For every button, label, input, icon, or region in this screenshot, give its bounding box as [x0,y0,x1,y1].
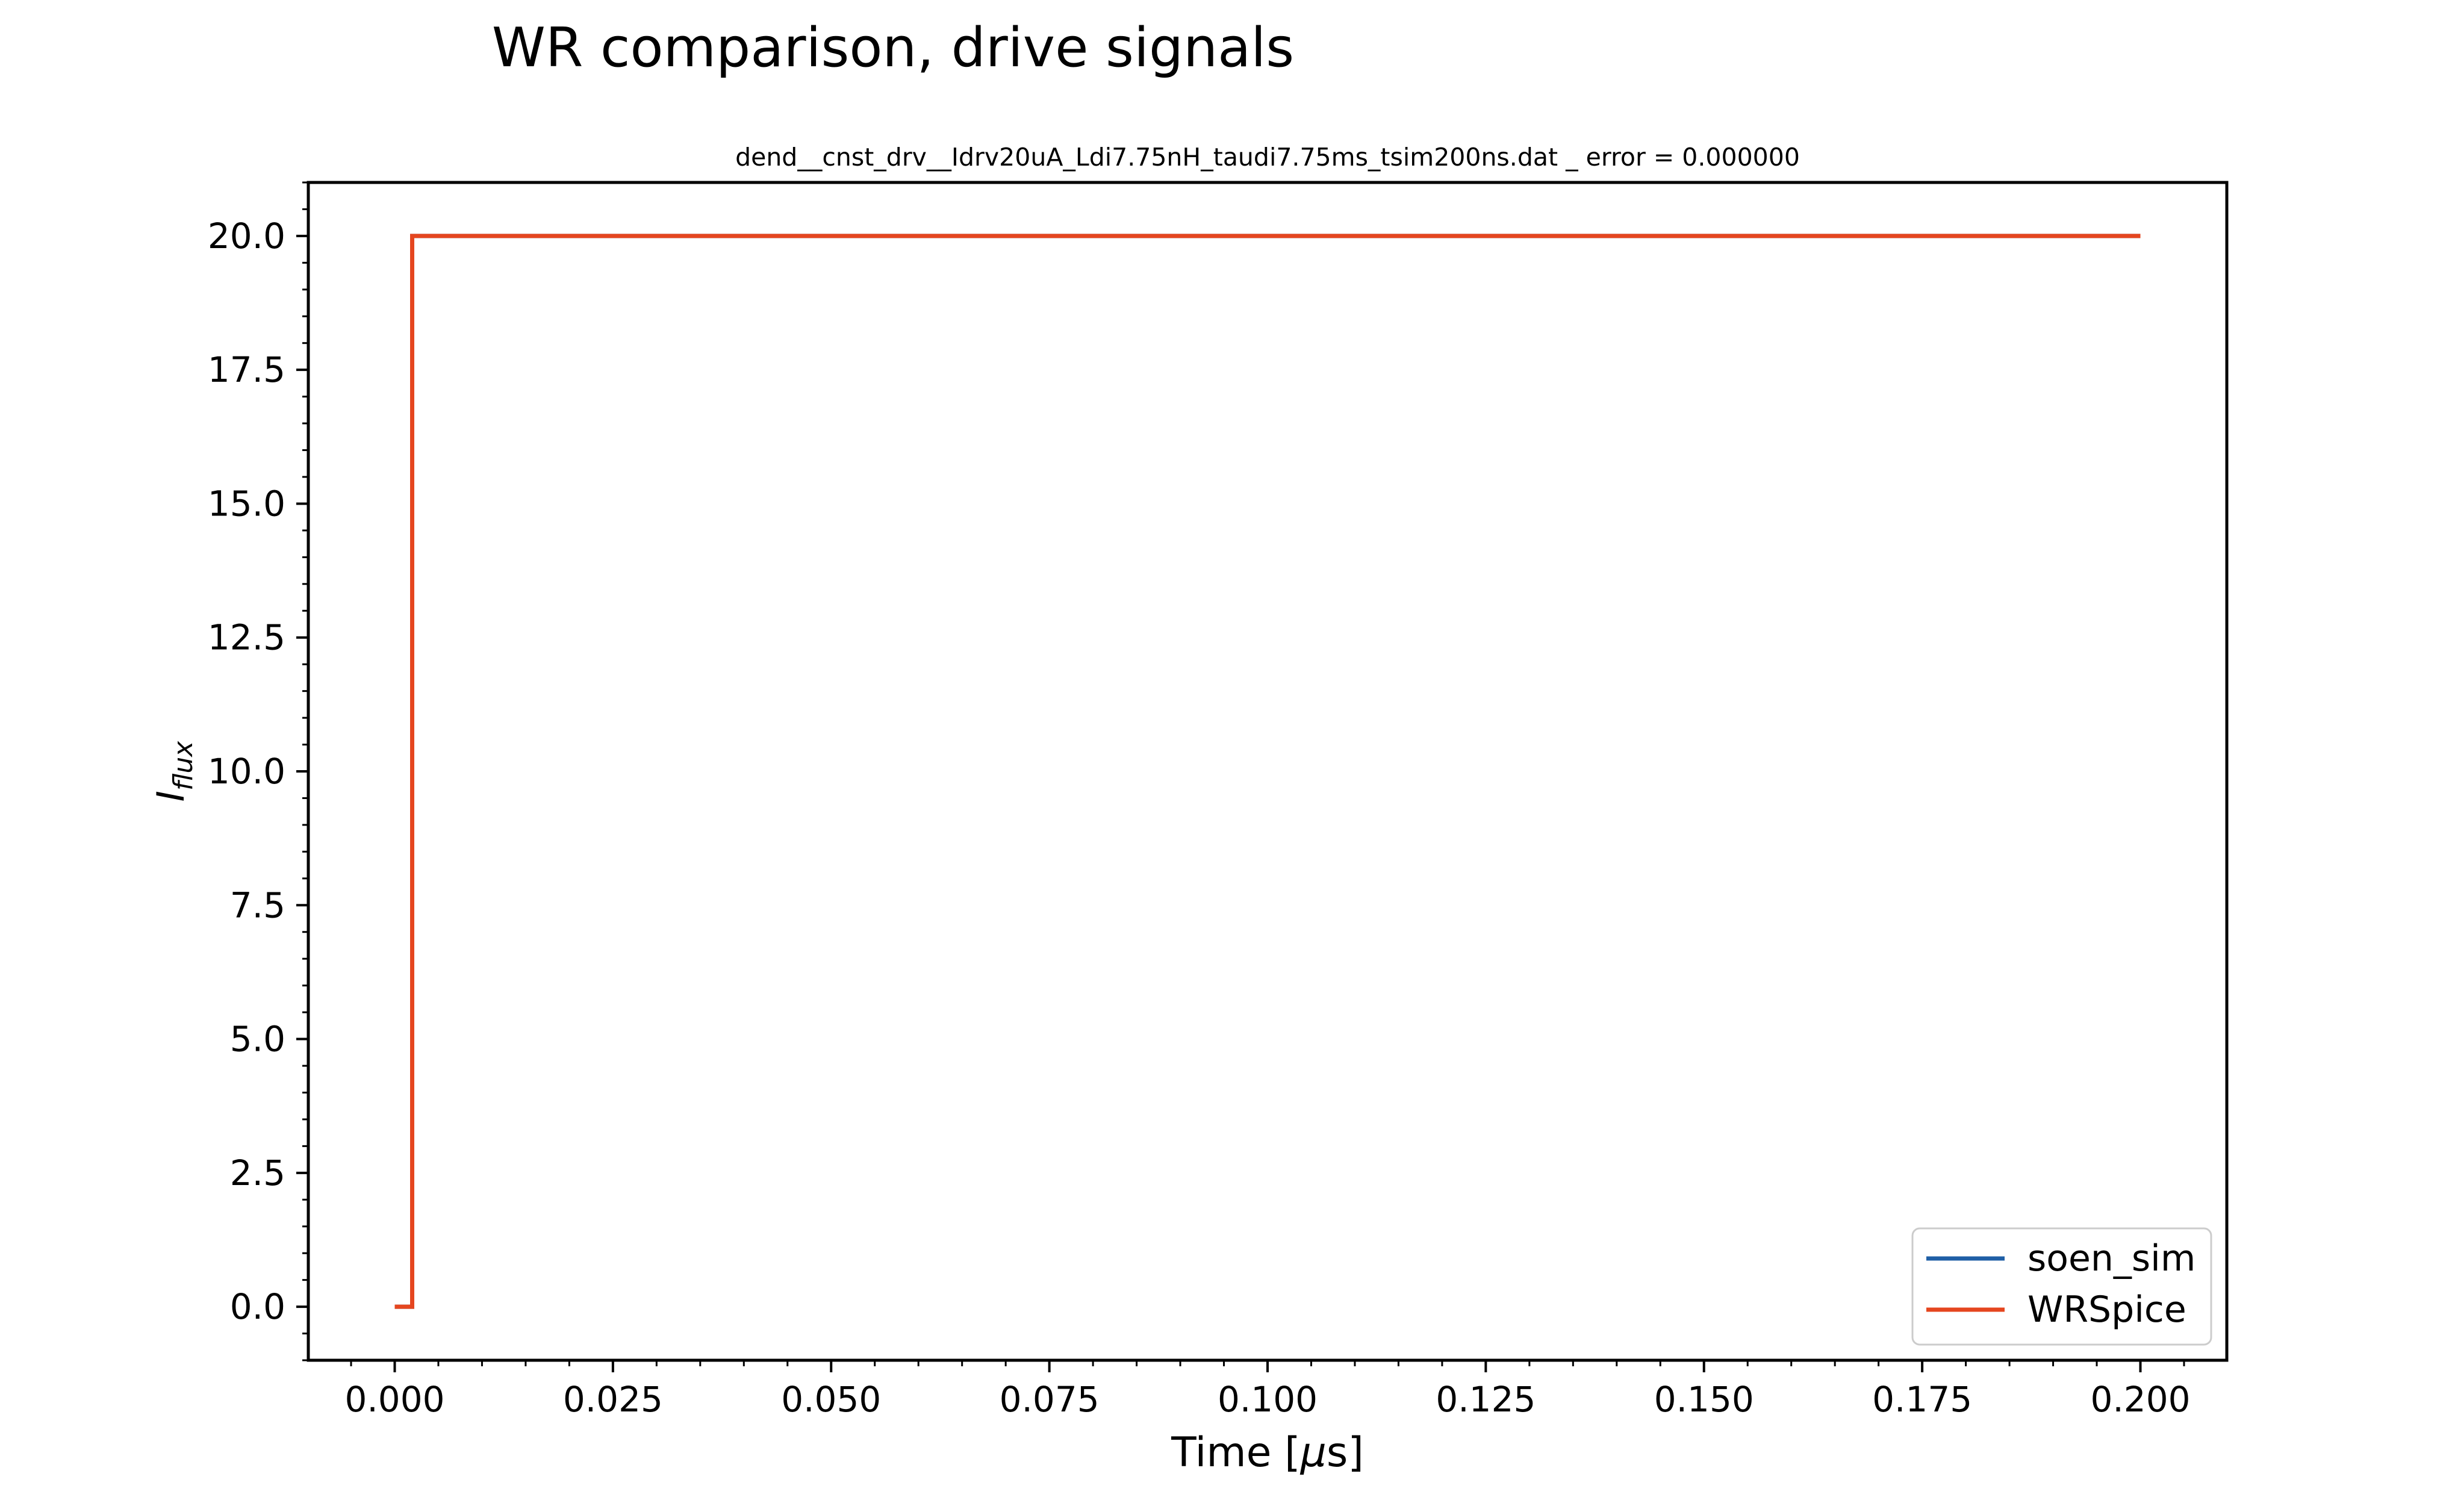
y-axis-label: Iflux [149,741,199,802]
axes-title: dend__cnst_drv__Idrv20uA_Ldi7.75nH_taudi… [735,143,1800,172]
x-axis-label-prefix: Time [ [1171,1429,1301,1476]
legend-label-soen-sim: soen_sim [2027,1237,2195,1280]
x-tick-label: 0.025 [563,1379,663,1420]
legend: soen_sim WRSpice [1911,1227,2212,1346]
x-axis-label-suffix: s] [1327,1429,1364,1476]
x-tick-label: 0.075 [1000,1379,1100,1420]
y-tick-label: 5.0 [230,1019,285,1060]
y-tick-label: 15.0 [208,483,285,524]
x-tick-label: 0.100 [1218,1379,1318,1420]
x-axis-label-mu: μ [1300,1429,1327,1476]
axes-frame [307,181,2229,1362]
y-tick-label: 17.5 [208,349,285,390]
x-tick-label: 0.150 [1654,1379,1754,1420]
legend-label-wrspice: WRSpice [2027,1289,2186,1331]
x-tick-label: 0.050 [781,1379,881,1420]
x-tick-label: 0.125 [1436,1379,1536,1420]
x-axis-label: Time [μs] [1171,1429,1364,1476]
y-tick-label: 0.0 [230,1286,285,1327]
y-tick-label: 20.0 [208,216,285,257]
y-axis-label-sub: flux [168,741,199,791]
y-axis-label-main: I [149,791,193,801]
series-line-wrspice [394,234,2141,1309]
figure-suptitle: WR comparison, drive signals [492,16,1294,79]
x-tick-label: 0.175 [1872,1379,1972,1420]
y-tick-label: 7.5 [230,885,285,926]
y-tick-label: 2.5 [230,1153,285,1193]
x-tick-label: 0.200 [2090,1379,2190,1420]
plot-series [394,234,2141,1309]
y-tick-label: 12.5 [208,617,285,658]
x-tick-label: 0.000 [344,1379,444,1420]
x-axis-ticks: 0.000 0.025 0.050 0.075 0.100 0.125 0.150 0.175… [344,1360,2191,1420]
y-tick-label: 10.0 [208,751,285,792]
